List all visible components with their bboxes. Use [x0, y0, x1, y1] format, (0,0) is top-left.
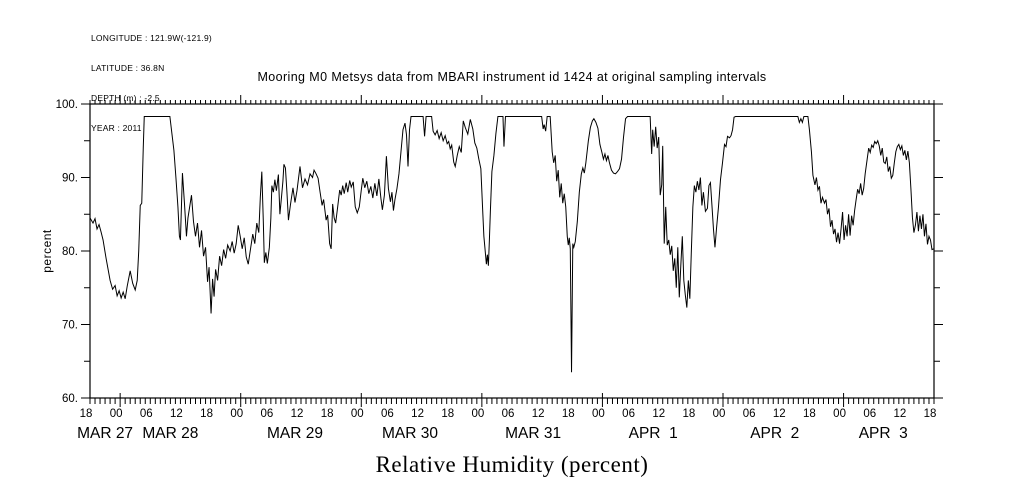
x-date-label: APR 1 [629, 425, 678, 442]
x-date-label: MAR 27 [77, 425, 133, 442]
metadata-latitude: LATITUDE : 36.8N [91, 63, 165, 73]
x-date-label: APR 2 [750, 425, 799, 442]
x-hour-label: 06 [381, 408, 394, 420]
x-hour-label: 12 [291, 408, 304, 420]
x-hour-label: 12 [773, 408, 786, 420]
x-axis-ticks [89, 95, 935, 407]
x-hour-label: 00 [713, 408, 726, 420]
x-hour-label: 12 [652, 408, 665, 420]
x-hour-label: 18 [682, 408, 695, 420]
y-tick-label: 90. [62, 173, 78, 185]
x-hour-label: 18 [321, 408, 334, 420]
x-hour-label: 06 [502, 408, 515, 420]
x-hour-label: 00 [471, 408, 484, 420]
x-hour-label: 06 [622, 408, 635, 420]
x-hour-label: 06 [260, 408, 273, 420]
y-tick-label: 60. [62, 393, 78, 405]
x-hour-label: 18 [803, 408, 816, 420]
y-tick-label: 70. [62, 320, 78, 332]
x-hour-label: 06 [140, 408, 153, 420]
x-hour-label: 12 [411, 408, 424, 420]
x-hour-label: 12 [893, 408, 906, 420]
x-hour-label: 00 [592, 408, 605, 420]
chart-title: Mooring M0 Metsys data from MBARI instru… [257, 70, 767, 84]
x-hour-label: 06 [743, 408, 756, 420]
x-axis-title: Relative Humidity (percent) [375, 452, 649, 477]
y-axis-ticks [81, 103, 943, 399]
plot-frame [89, 103, 935, 399]
metadata-block: LONGITUDE : 121.9W(-121.9) LATITUDE : 36… [91, 13, 212, 153]
x-date-label: MAR 29 [267, 425, 323, 442]
x-date-label: MAR 28 [142, 425, 198, 442]
x-hour-label: 18 [924, 408, 937, 420]
y-tick-label: 100. [56, 99, 78, 111]
humidity-line [89, 116, 935, 373]
hour-tick-labels: 18 00 06 12 18 00 06 12 18 00 06 12 18 00 06 12 18 00 06 12… [80, 408, 937, 420]
x-hour-label: 00 [230, 408, 243, 420]
x-hour-label: 00 [110, 408, 123, 420]
x-hour-label: 12 [170, 408, 183, 420]
x-hour-label: 00 [833, 408, 846, 420]
y-tick-labels: 60. 70. 80. 90. 100. [56, 99, 78, 405]
x-hour-label: 18 [80, 408, 93, 420]
humidity-series-polyline [89, 116, 935, 373]
metadata-longitude: LONGITUDE : 121.9W(-121.9) [91, 33, 212, 43]
metadata-year: YEAR : 2011 [91, 123, 142, 133]
x-date-label: MAR 31 [505, 425, 561, 442]
x-hour-label: 18 [200, 408, 213, 420]
x-hour-label: 12 [532, 408, 545, 420]
x-date-label: MAR 30 [382, 425, 438, 442]
x-hour-label: 00 [351, 408, 364, 420]
date-labels: MAR 27 MAR 28 MAR 29 MAR 30 MAR 31 APR 1 APR 2… [77, 425, 908, 442]
x-date-label: APR 3 [859, 425, 908, 442]
y-tick-label: 80. [62, 246, 78, 258]
metadata-depth: DEPTH (m) : -2.5 [91, 93, 160, 103]
x-hour-label: 18 [562, 408, 575, 420]
y-axis-label: percent [40, 229, 54, 273]
x-hour-label: 18 [441, 408, 454, 420]
x-hour-label: 06 [863, 408, 876, 420]
